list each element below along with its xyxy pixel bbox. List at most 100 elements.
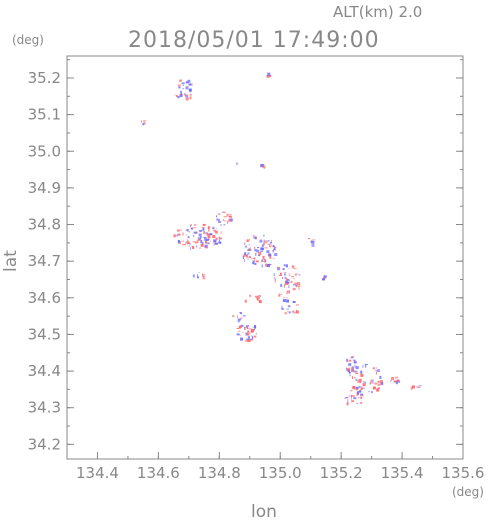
echo-point bbox=[256, 297, 259, 301]
chart-title: 2018/05/01 17:49:00 bbox=[128, 28, 380, 53]
x-tick-label: 135.0 bbox=[259, 464, 302, 482]
echo-point bbox=[246, 325, 250, 327]
echo-point bbox=[196, 240, 199, 244]
echo-point bbox=[297, 285, 301, 287]
echo-point bbox=[254, 325, 257, 329]
x-tick-label: 135.6 bbox=[442, 464, 485, 482]
echo-point bbox=[209, 240, 211, 242]
echo-point bbox=[264, 259, 266, 263]
echo-point bbox=[216, 215, 218, 218]
echo-point bbox=[184, 94, 187, 96]
echo-point bbox=[189, 231, 191, 233]
echo-point bbox=[350, 390, 353, 392]
echo-point bbox=[311, 240, 315, 244]
echo-point bbox=[351, 400, 355, 403]
echo-point bbox=[203, 236, 207, 238]
echo-point bbox=[244, 328, 246, 331]
echo-point bbox=[372, 367, 375, 370]
y-tick-label: 34.6 bbox=[28, 289, 61, 307]
echo-point bbox=[238, 330, 241, 332]
echo-point bbox=[238, 318, 242, 321]
echo-point bbox=[181, 240, 183, 242]
echo-point bbox=[258, 300, 262, 304]
echo-point bbox=[354, 370, 358, 373]
echo-point bbox=[192, 274, 195, 278]
echo-point bbox=[376, 388, 380, 392]
echo-point bbox=[260, 295, 262, 297]
echo-point bbox=[209, 242, 210, 244]
echo-point bbox=[228, 215, 232, 218]
echo-point bbox=[291, 311, 294, 313]
echo-point bbox=[246, 333, 250, 336]
echo-point bbox=[352, 386, 355, 390]
echo-point bbox=[202, 276, 206, 280]
echo-point bbox=[209, 233, 213, 236]
echo-point bbox=[281, 308, 285, 310]
echo-point bbox=[266, 250, 270, 254]
echo-point bbox=[288, 311, 291, 314]
echo-point bbox=[278, 293, 281, 297]
y-tick-label: 35.1 bbox=[28, 106, 61, 124]
echo-point bbox=[288, 305, 291, 308]
echo-point bbox=[258, 295, 261, 297]
echo-point bbox=[375, 367, 377, 369]
echo-point bbox=[286, 290, 290, 294]
echo-point bbox=[244, 242, 246, 246]
echo-point bbox=[283, 264, 286, 267]
echo-point bbox=[280, 294, 282, 295]
echo-point bbox=[240, 325, 242, 328]
echo-point bbox=[176, 95, 178, 97]
echo-point bbox=[182, 232, 184, 236]
echo-point bbox=[184, 243, 186, 246]
echo-point bbox=[269, 244, 271, 248]
echo-point bbox=[246, 338, 249, 340]
y-tick-label: 35.0 bbox=[28, 142, 61, 160]
y-tick-label: 34.5 bbox=[28, 325, 61, 343]
echo-point bbox=[190, 224, 191, 227]
echo-point bbox=[218, 219, 219, 221]
x-tick-label: 134.6 bbox=[137, 464, 180, 482]
echo-point bbox=[199, 229, 203, 232]
echo-point bbox=[202, 274, 206, 276]
echo-point bbox=[247, 252, 250, 255]
echo-point bbox=[260, 164, 264, 168]
echo-point bbox=[213, 242, 215, 246]
echo-point bbox=[288, 285, 290, 289]
echo-point bbox=[285, 297, 288, 299]
echo-point bbox=[250, 249, 252, 251]
echo-point bbox=[261, 264, 263, 268]
echo-point bbox=[200, 240, 203, 244]
y-tick-label: 34.8 bbox=[28, 216, 61, 234]
echo-point bbox=[215, 237, 218, 241]
echo-point bbox=[379, 380, 383, 384]
echo-point bbox=[376, 371, 377, 375]
x-axis-title: lon bbox=[251, 502, 277, 521]
echo-point bbox=[174, 94, 176, 96]
echo-point bbox=[186, 241, 190, 245]
echo-point bbox=[185, 229, 189, 232]
echo-point bbox=[298, 287, 300, 290]
echo-point bbox=[368, 391, 370, 393]
x-unit-label: (deg) bbox=[452, 485, 484, 499]
echo-point bbox=[187, 236, 190, 239]
y-tick-label: 35.2 bbox=[28, 69, 61, 87]
echo-point bbox=[238, 325, 241, 329]
echo-point bbox=[360, 397, 363, 399]
echo-point bbox=[363, 380, 365, 383]
echo-point bbox=[251, 328, 254, 332]
echo-point bbox=[143, 120, 147, 122]
echo-point bbox=[350, 357, 354, 359]
echo-point bbox=[267, 243, 270, 245]
echo-point bbox=[362, 364, 364, 368]
echo-point bbox=[254, 258, 256, 262]
echo-point bbox=[293, 268, 297, 270]
echo-point bbox=[267, 72, 271, 76]
echo-point bbox=[281, 305, 283, 307]
echo-point bbox=[359, 381, 362, 384]
echo-point bbox=[200, 243, 204, 247]
echo-point bbox=[376, 388, 378, 390]
echo-point bbox=[179, 80, 181, 82]
echo-point bbox=[355, 378, 358, 381]
echo-point bbox=[284, 284, 286, 288]
echo-point bbox=[223, 216, 227, 218]
